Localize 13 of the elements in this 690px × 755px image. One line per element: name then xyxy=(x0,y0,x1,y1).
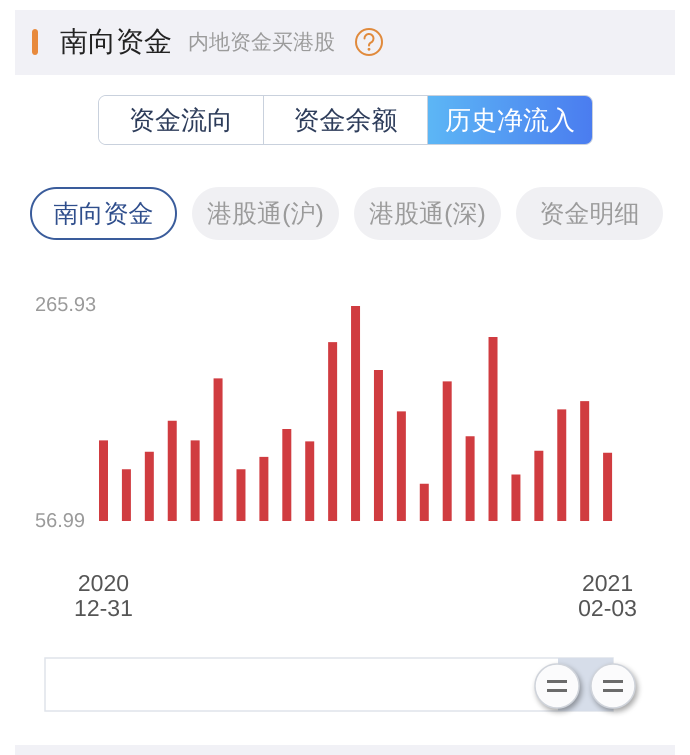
y-tick-label: 265.93 xyxy=(35,294,96,316)
text: 历史净流入 xyxy=(445,104,576,136)
text: 南向资金 xyxy=(54,199,154,230)
chart-subtitle: 内地资金买港股 xyxy=(188,31,335,54)
text: 资金明细 xyxy=(540,199,640,230)
text: 港股通(沪) xyxy=(207,199,324,230)
y-tick-label: 56.99 xyxy=(35,510,86,532)
x-tick-label: 2020 12-31 xyxy=(74,570,133,621)
text: 港股通(深) xyxy=(369,199,486,230)
chart-title: 南向资金 xyxy=(60,26,172,57)
x-tick-label: 2021 02-03 xyxy=(578,570,637,621)
text: 资金余额 xyxy=(294,104,398,136)
text: 资金流向 xyxy=(128,104,233,136)
